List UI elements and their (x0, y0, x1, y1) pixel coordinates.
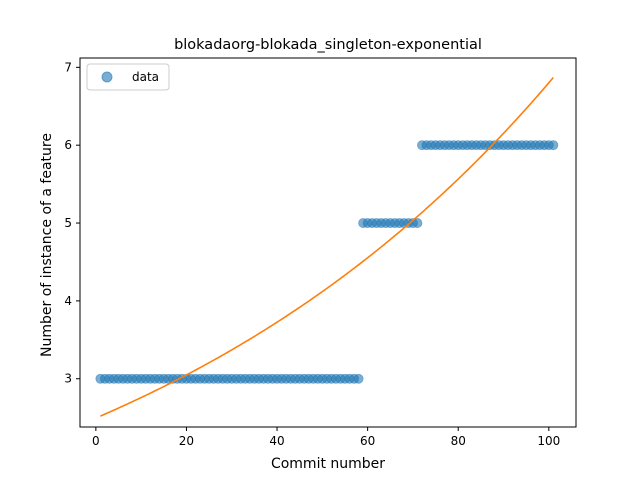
y-tick-label: 3 (64, 372, 72, 386)
legend-label-data: data (132, 70, 159, 84)
fit-line (100, 76, 554, 417)
y-tick-label: 6 (64, 138, 72, 152)
y-tick-label: 4 (64, 294, 72, 308)
data-point (548, 140, 559, 151)
x-axis-label: Commit number (271, 456, 385, 472)
x-tick-label: 20 (179, 434, 194, 448)
y-axis-label: Number of instance of a feature (39, 133, 55, 357)
axes-frame (79, 57, 577, 428)
x-tick-label: 0 (92, 434, 100, 448)
x-tick-label: 60 (360, 434, 375, 448)
chart-title: blokadaorg-blokada_singleton-exponential (174, 37, 482, 53)
legend: data (86, 63, 170, 91)
legend-frame (86, 63, 170, 91)
legend-marker-data (101, 71, 113, 83)
plot-area: 0 20 40 60 80 100 3 4 5 6 7 (64, 57, 577, 448)
x-tick-label: 80 (451, 434, 466, 448)
data-point (353, 373, 364, 384)
data-point (412, 218, 423, 228)
x-tick-label: 40 (269, 434, 284, 448)
y-tick-label: 7 (64, 60, 72, 74)
y-tick-label: 5 (64, 216, 72, 230)
x-tick-label: 100 (537, 434, 560, 448)
